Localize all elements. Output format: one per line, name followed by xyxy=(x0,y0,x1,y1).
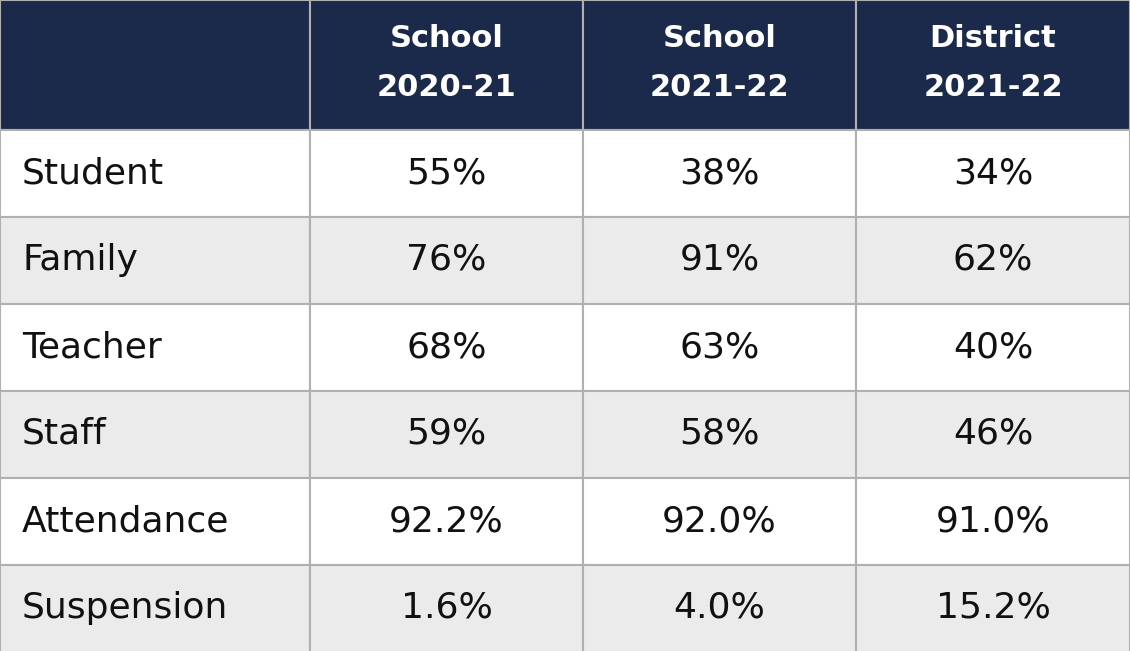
Bar xyxy=(857,391,1130,477)
Text: 46%: 46% xyxy=(953,417,1033,451)
Bar xyxy=(310,303,583,391)
Text: 59%: 59% xyxy=(407,417,487,451)
Bar xyxy=(0,130,310,217)
Text: 91.0%: 91.0% xyxy=(936,504,1051,538)
Bar xyxy=(0,391,310,477)
Bar xyxy=(310,130,583,217)
Text: 62%: 62% xyxy=(953,243,1033,277)
Bar xyxy=(857,564,1130,651)
Text: Staff: Staff xyxy=(21,417,106,451)
Bar xyxy=(583,0,857,130)
Bar xyxy=(857,0,1130,130)
Text: Family: Family xyxy=(21,243,138,277)
Bar xyxy=(583,477,857,564)
Bar xyxy=(583,564,857,651)
Text: 1.6%: 1.6% xyxy=(400,591,493,625)
Bar xyxy=(310,391,583,477)
Text: School: School xyxy=(390,24,504,53)
Bar xyxy=(0,564,310,651)
Text: 38%: 38% xyxy=(679,156,759,190)
Text: 63%: 63% xyxy=(679,330,759,364)
Text: District: District xyxy=(930,24,1057,53)
Bar xyxy=(857,303,1130,391)
Bar xyxy=(583,391,857,477)
Text: Suspension: Suspension xyxy=(21,591,228,625)
Bar xyxy=(857,477,1130,564)
Bar xyxy=(310,564,583,651)
Text: 2021-22: 2021-22 xyxy=(650,74,790,102)
Bar xyxy=(0,303,310,391)
Bar xyxy=(310,0,583,130)
Text: 92.2%: 92.2% xyxy=(389,504,504,538)
Text: 92.0%: 92.0% xyxy=(662,504,777,538)
Bar xyxy=(857,130,1130,217)
Text: 55%: 55% xyxy=(407,156,487,190)
Text: School: School xyxy=(662,24,776,53)
Text: 68%: 68% xyxy=(407,330,487,364)
Bar xyxy=(310,477,583,564)
Text: Student: Student xyxy=(21,156,164,190)
Text: 15.2%: 15.2% xyxy=(936,591,1051,625)
Text: 40%: 40% xyxy=(953,330,1033,364)
Text: 58%: 58% xyxy=(679,417,759,451)
Bar xyxy=(583,303,857,391)
Bar xyxy=(0,0,310,130)
Text: 34%: 34% xyxy=(953,156,1033,190)
Text: 2021-22: 2021-22 xyxy=(923,74,1063,102)
Bar xyxy=(0,477,310,564)
Text: Teacher: Teacher xyxy=(21,330,162,364)
Text: 4.0%: 4.0% xyxy=(673,591,765,625)
Text: 76%: 76% xyxy=(407,243,487,277)
Bar xyxy=(0,217,310,303)
Bar xyxy=(583,217,857,303)
Bar xyxy=(310,217,583,303)
Text: Attendance: Attendance xyxy=(21,504,229,538)
Text: 91%: 91% xyxy=(679,243,759,277)
Text: 2020-21: 2020-21 xyxy=(376,74,516,102)
Bar xyxy=(583,130,857,217)
Bar xyxy=(857,217,1130,303)
